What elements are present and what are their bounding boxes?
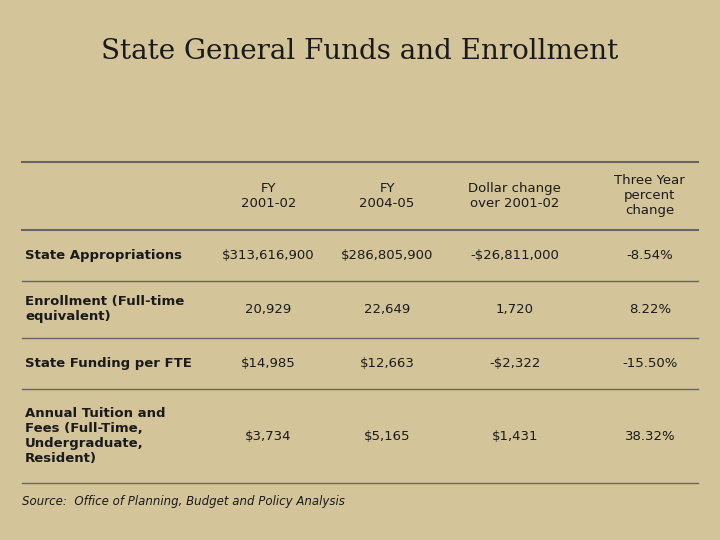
Text: $286,805,900: $286,805,900 <box>341 248 433 262</box>
Text: FY
2004-05: FY 2004-05 <box>359 182 415 210</box>
Text: $3,734: $3,734 <box>245 429 292 443</box>
Text: -$2,322: -$2,322 <box>489 356 541 370</box>
Text: Annual Tuition and
Fees (Full-Time,
Undergraduate,
Resident): Annual Tuition and Fees (Full-Time, Unde… <box>25 407 166 465</box>
Text: Source:  Office of Planning, Budget and Policy Analysis: Source: Office of Planning, Budget and P… <box>22 495 344 508</box>
Text: State Funding per FTE: State Funding per FTE <box>25 356 192 370</box>
Text: Enrollment (Full-time
equivalent): Enrollment (Full-time equivalent) <box>25 295 184 323</box>
Text: $1,431: $1,431 <box>492 429 538 443</box>
Text: Three Year
percent
change: Three Year percent change <box>614 174 685 217</box>
Text: 8.22%: 8.22% <box>629 302 671 316</box>
Text: 1,720: 1,720 <box>496 302 534 316</box>
Text: 38.32%: 38.32% <box>624 429 675 443</box>
Text: $5,165: $5,165 <box>364 429 410 443</box>
Text: -$26,811,000: -$26,811,000 <box>470 248 559 262</box>
Text: Dollar change
over 2001-02: Dollar change over 2001-02 <box>469 182 561 210</box>
Text: $14,985: $14,985 <box>240 356 296 370</box>
Text: State Appropriations: State Appropriations <box>25 248 182 262</box>
Text: FY
2001-02: FY 2001-02 <box>240 182 296 210</box>
Text: State General Funds and Enrollment: State General Funds and Enrollment <box>102 38 618 65</box>
Text: 20,929: 20,929 <box>245 302 292 316</box>
Text: -15.50%: -15.50% <box>622 356 678 370</box>
Text: $12,663: $12,663 <box>359 356 415 370</box>
Text: 22,649: 22,649 <box>364 302 410 316</box>
Text: $313,616,900: $313,616,900 <box>222 248 315 262</box>
Text: -8.54%: -8.54% <box>626 248 673 262</box>
